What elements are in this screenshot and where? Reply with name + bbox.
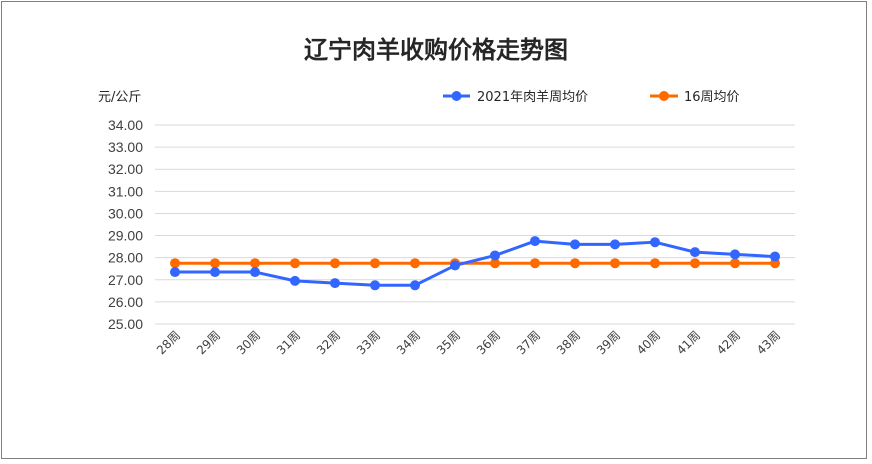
data-point-series-2 [730, 258, 740, 269]
data-point-series-1 [490, 250, 500, 261]
data-point-series-1 [410, 280, 420, 291]
x-tick-label: 43周 [754, 328, 783, 357]
x-tick-label: 39周 [594, 328, 623, 357]
data-point-series-1 [650, 237, 660, 248]
data-point-series-2 [530, 258, 540, 269]
data-point-series-1 [330, 278, 340, 289]
x-tick-label: 41周 [674, 328, 703, 357]
legend-swatch-marker-2 [659, 91, 669, 101]
y-axis-label: 元/公斤 [98, 90, 141, 105]
data-point-series-1 [730, 249, 740, 260]
x-tick-label: 29周 [194, 328, 223, 357]
y-axis-ticks: 34.00 33.00 32.00 31.00 30.00 29.00 28.00 27.00… [108, 117, 143, 332]
data-point-series-2 [210, 258, 220, 269]
y-tick-label: 29.00 [108, 228, 143, 244]
x-tick-label: 32周 [314, 328, 343, 357]
data-point-series-2 [570, 258, 580, 269]
data-point-series-1 [250, 267, 260, 278]
x-tick-label: 34周 [394, 328, 423, 357]
x-tick-label: 35周 [434, 328, 463, 357]
data-point-series-2 [490, 258, 500, 269]
data-point-series-2 [370, 258, 380, 269]
data-point-series-1 [370, 280, 380, 291]
x-tick-label: 40周 [634, 328, 663, 357]
x-tick-label: 31周 [274, 328, 303, 357]
x-tick-label: 28周 [154, 328, 183, 357]
x-axis-ticks: 28周 29周 30周 31周 32周 33周 34周 35周 36周 37周 38周 39周 40周 4… [154, 328, 783, 357]
data-point-series-2 [170, 258, 180, 269]
data-point-series-1 [170, 267, 180, 278]
y-tick-label: 34.00 [108, 117, 143, 133]
data-point-series-2 [410, 258, 420, 269]
x-tick-label: 37周 [514, 328, 543, 357]
data-point-series-1 [770, 251, 780, 262]
legend-label-1: 2021年肉羊周均价 [477, 89, 588, 105]
data-point-series-2 [610, 258, 620, 269]
x-tick-label: 33周 [354, 328, 383, 357]
y-tick-label: 32.00 [108, 161, 143, 177]
y-tick-label: 31.00 [108, 183, 143, 199]
data-point-series-1 [450, 260, 460, 271]
chart-title: 辽宁肉羊收购价格走势图 [304, 35, 568, 64]
x-tick-label: 36周 [474, 328, 503, 357]
legend-swatch-marker-1 [451, 91, 462, 101]
y-tick-label: 27.00 [108, 272, 143, 288]
data-point-series-1 [570, 239, 580, 250]
data-point-series-2 [690, 258, 700, 269]
data-point-series-1 [610, 239, 620, 250]
x-tick-label: 42周 [714, 328, 743, 357]
data-point-series-1 [210, 267, 220, 278]
x-tick-label: 30周 [234, 328, 263, 357]
data-point-series-2 [330, 258, 340, 269]
y-tick-label: 26.00 [108, 294, 143, 310]
y-tick-label: 30.00 [108, 205, 143, 221]
gridlines [155, 124, 795, 325]
y-tick-label: 25.00 [108, 316, 143, 332]
data-point-series-2 [250, 258, 260, 269]
y-tick-label: 28.00 [108, 250, 143, 266]
series [170, 236, 780, 291]
series-line-1 [175, 239, 776, 287]
data-point-series-2 [650, 258, 660, 269]
legend-label-2: 16周均价 [684, 90, 740, 105]
data-point-series-1 [530, 236, 540, 247]
x-tick-label: 38周 [554, 328, 583, 357]
data-point-series-1 [290, 275, 300, 286]
data-point-series-2 [290, 258, 300, 269]
legend: 2021年肉羊周均价 16周均价 [443, 89, 740, 105]
y-tick-label: 33.00 [108, 139, 143, 155]
data-point-series-1 [690, 247, 700, 258]
